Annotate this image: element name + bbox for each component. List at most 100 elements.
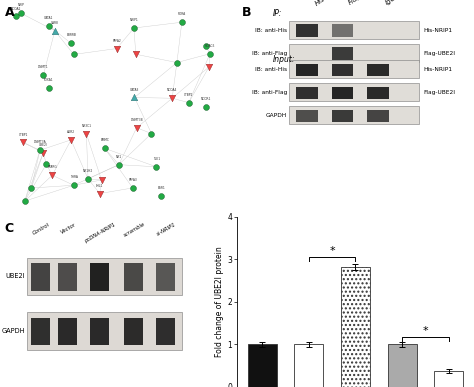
Point [67,137,75,143]
Bar [296,63,318,76]
Point [96,190,104,197]
Text: His-NRIP1: His-NRIP1 [423,67,452,72]
Text: IB: anti-Flag: IB: anti-Flag [252,51,287,56]
Point [132,51,139,57]
Point [48,172,56,178]
Y-axis label: Fold change of UBE2I protein: Fold change of UBE2I protein [216,247,225,357]
Bar [332,24,353,37]
Text: NRIP1: NRIP1 [129,18,138,22]
Bar [289,106,419,124]
Point [115,161,123,168]
Bar [124,263,143,291]
Bar [289,60,419,78]
Point [39,149,47,156]
Text: A: A [5,6,14,19]
Text: scramble: scramble [122,222,146,238]
Text: IP:: IP: [273,9,282,18]
Point [101,145,109,151]
Bar [27,312,182,349]
Point [168,95,176,101]
Bar [289,45,419,62]
Text: NRIP: NRIP [18,3,24,7]
Text: *: * [329,246,335,256]
Text: Flag-UBE2I: Flag-UBE2I [423,51,455,56]
Bar [341,267,370,387]
Bar [31,317,50,346]
Point [98,177,105,183]
Text: IB: anti-His: IB: anti-His [255,27,287,33]
Text: CTBP1: CTBP1 [18,132,28,137]
Text: IB: anti-Flag: IB: anti-Flag [252,90,287,95]
Bar [294,344,323,387]
Bar [388,344,417,387]
Bar [332,63,353,76]
Point [70,182,77,188]
Point [27,185,35,191]
Text: EBRRB: EBRRB [66,34,76,38]
Bar [332,47,353,60]
Text: CAR8: CAR8 [51,21,59,25]
Text: NR1: NR1 [116,155,122,159]
Bar [434,371,463,387]
Point [206,51,214,57]
Point [45,22,53,29]
Text: FHL1: FHL1 [96,183,103,188]
Text: NCOA2: NCOA2 [10,7,21,10]
Point [39,72,47,79]
Bar [332,87,353,99]
Text: *: * [423,326,428,336]
Point [178,19,186,25]
Text: Flag-UBE2I: Flag-UBE2I [423,90,455,95]
Bar [289,21,419,39]
Point [173,60,181,66]
Text: NR1H2: NR1H2 [83,169,93,173]
Point [12,14,19,20]
Point [157,192,165,199]
Point [51,28,59,34]
Text: GATA1: GATA1 [44,15,54,20]
Point [148,130,155,137]
Bar [90,317,109,346]
Bar [27,258,182,295]
Bar [124,317,143,346]
Bar [248,344,277,387]
Text: AGR2: AGR2 [67,130,75,134]
Bar [90,263,109,291]
Text: UBE2I: UBE2I [39,143,48,147]
Bar [296,24,318,37]
Bar [367,63,389,76]
Bar [58,317,77,346]
Bar [332,110,353,122]
Text: EMMC: EMMC [100,139,109,142]
Text: Input:: Input: [273,55,295,64]
Point [129,185,137,191]
Bar [58,263,77,291]
Text: IB: anti-His: IB: anti-His [255,67,287,72]
Point [36,147,44,153]
Text: His: His [314,0,326,6]
Text: TLE1: TLE1 [153,157,160,161]
Point [84,176,92,182]
Point [202,43,210,49]
Text: His-NRIP1: His-NRIP1 [423,27,452,33]
Text: DNMT3B: DNMT3B [130,118,143,122]
Point [43,161,50,167]
Text: Flag: Flag [348,0,363,6]
Point [130,25,138,31]
Point [67,40,75,46]
Point [82,131,90,137]
Point [17,10,25,16]
Text: NR3C1: NR3C1 [82,124,91,128]
Bar [156,263,175,291]
Bar [367,87,389,99]
Point [153,164,160,170]
Text: PPFA2: PPFA2 [112,39,121,43]
Text: DNMT1: DNMT1 [38,65,49,69]
Text: B: B [242,6,251,19]
Text: PPFA3: PPFA3 [128,178,137,182]
Text: pcDNA-NRIP1: pcDNA-NRIP1 [83,222,117,244]
Point [185,99,192,106]
Text: Control: Control [31,222,51,236]
Text: si-NRIP1: si-NRIP1 [155,222,177,237]
Point [21,198,28,204]
